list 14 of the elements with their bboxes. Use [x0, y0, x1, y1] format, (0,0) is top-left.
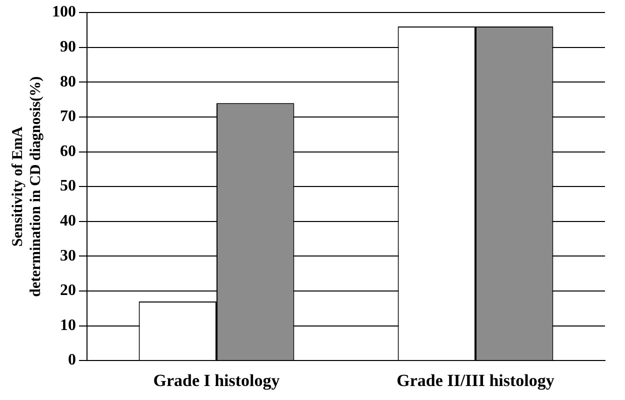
y-tick-label: 20 — [60, 282, 76, 300]
y-tick-label: 0 — [68, 352, 76, 369]
x-tick-label: Grade II/III histology — [396, 371, 555, 390]
y-tick-label: 10 — [60, 316, 76, 334]
y-tick-label: 70 — [60, 108, 76, 126]
y-tick-label: 40 — [60, 212, 76, 230]
y-tick-label: 50 — [60, 178, 76, 195]
y-tick-label: 60 — [60, 142, 76, 160]
x-tick-label: Grade I histology — [153, 371, 280, 390]
y-tick-label: 80 — [60, 73, 76, 90]
y-axis-title: Sensitivity of EmA determination in CD diagnosis(%) — [10, 76, 44, 297]
y-tick-label: 90 — [60, 38, 76, 56]
y-tick-label: 30 — [60, 247, 76, 264]
y-tick-label: 100 — [52, 4, 76, 21]
